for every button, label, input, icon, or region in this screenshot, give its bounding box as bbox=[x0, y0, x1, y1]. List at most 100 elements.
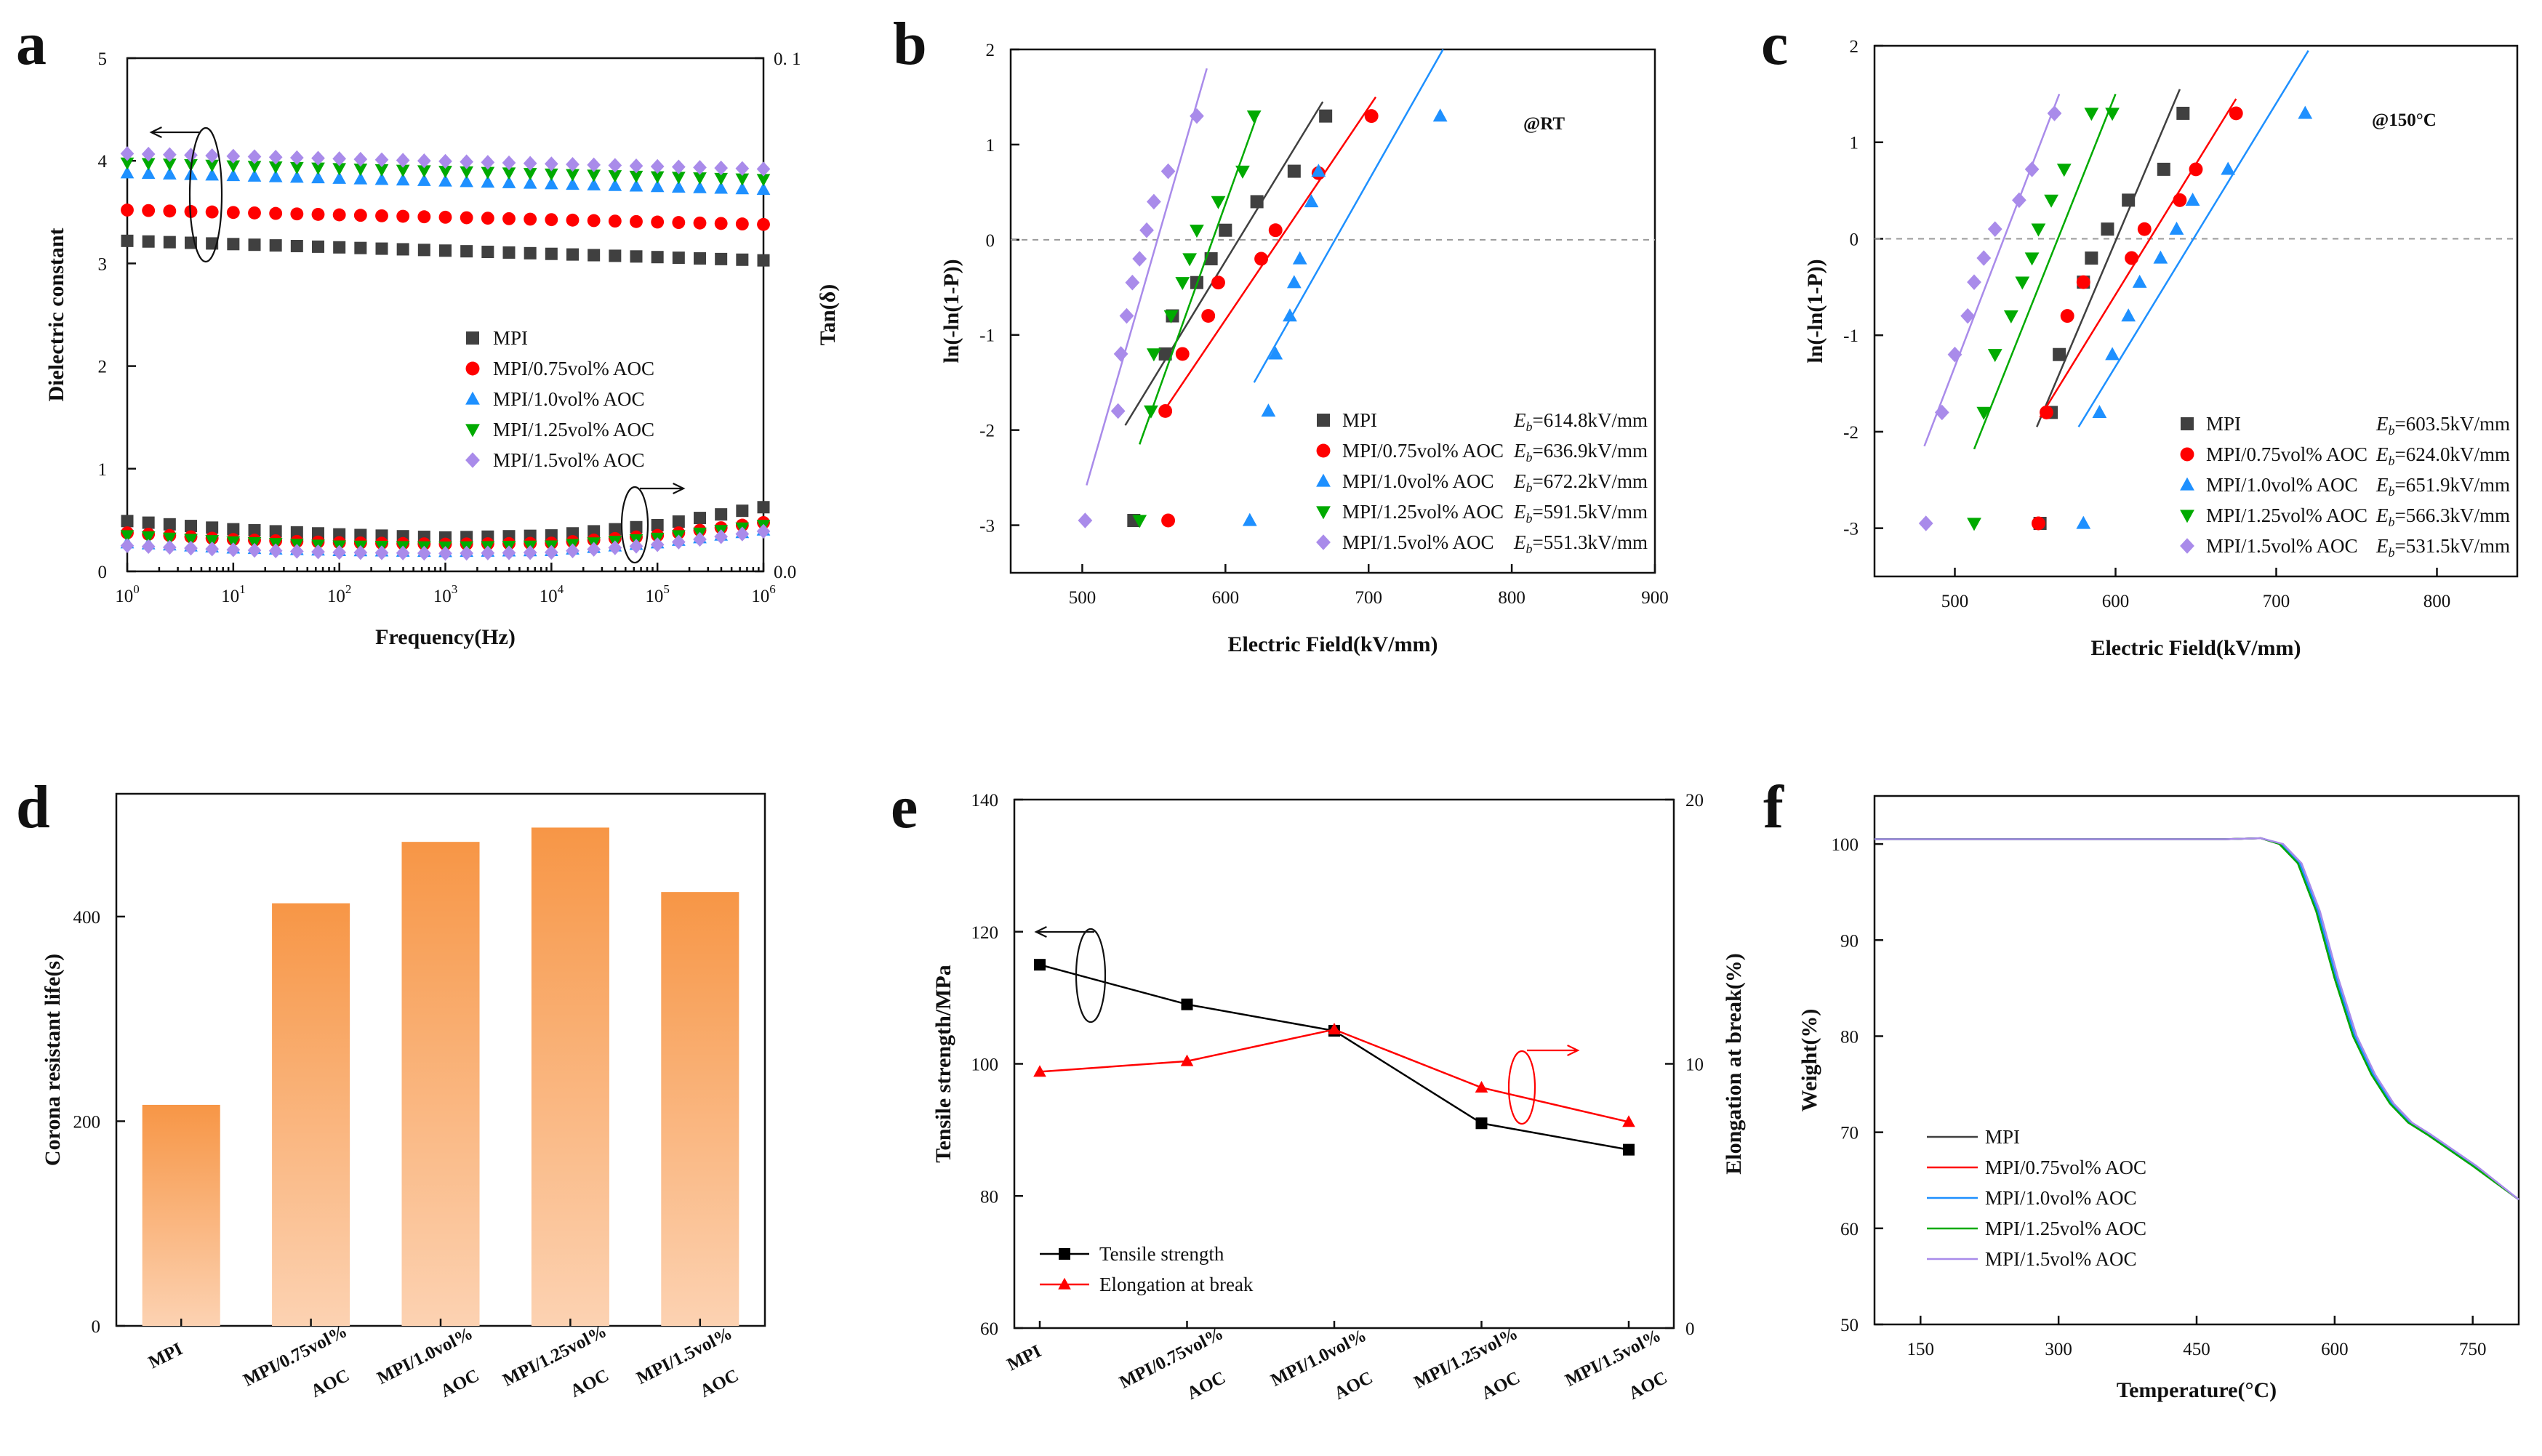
data-point bbox=[2132, 274, 2147, 288]
data-point bbox=[2060, 309, 2074, 323]
fit-line bbox=[1973, 93, 2117, 450]
data-point bbox=[121, 234, 134, 247]
data-point bbox=[1319, 109, 1333, 123]
data-point bbox=[1235, 165, 1250, 179]
data-point bbox=[2031, 516, 2045, 531]
legend-marker bbox=[1317, 414, 1330, 427]
panel-e: 60 80 100 120 140 0 10 20 Tensile strength/MPa El… bbox=[931, 791, 1746, 1404]
x-tick-label: 104 bbox=[540, 582, 564, 606]
data-point bbox=[460, 174, 474, 188]
data-point bbox=[693, 180, 707, 193]
fit-line bbox=[1124, 101, 1324, 426]
axis-indicator-ellipse bbox=[1507, 1050, 1536, 1125]
data-point bbox=[439, 244, 452, 257]
data-point bbox=[1139, 222, 1154, 238]
y-tick-label: 0 bbox=[98, 563, 108, 582]
plot-frame bbox=[1873, 44, 2519, 578]
data-point bbox=[609, 249, 622, 262]
legend-breakdown-strength: Eb=566.3kV/mm bbox=[2375, 504, 2510, 529]
data-point bbox=[630, 250, 643, 263]
data-point bbox=[481, 246, 494, 259]
data-point bbox=[1268, 346, 1283, 360]
legend-breakdown-strength: Eb=551.3kV/mm bbox=[1513, 531, 1648, 556]
data-point bbox=[248, 524, 261, 537]
data-point bbox=[2024, 161, 2040, 177]
x-axis-title: Electric Field(kV/mm) bbox=[1227, 632, 1438, 656]
data-point bbox=[353, 544, 368, 560]
y-tick-label: 60 bbox=[980, 1319, 998, 1339]
legend-marker bbox=[2180, 510, 2194, 523]
x-tick-label: 600 bbox=[2102, 592, 2130, 611]
data-point bbox=[2185, 193, 2200, 206]
data-point bbox=[205, 535, 220, 548]
data-point bbox=[693, 172, 707, 185]
data-point bbox=[141, 158, 156, 171]
data-point bbox=[1976, 406, 1992, 420]
series-4 bbox=[1078, 68, 1208, 528]
data-point bbox=[1182, 253, 1198, 267]
data-point bbox=[227, 523, 240, 536]
legend-label: MPI/1.5vol% AOC bbox=[2206, 535, 2358, 557]
x-tick-label: 750 bbox=[2459, 1340, 2487, 1359]
data-point bbox=[481, 175, 495, 188]
data-point bbox=[417, 545, 431, 561]
panel-letter-e: e bbox=[891, 773, 918, 841]
data-point bbox=[544, 177, 558, 190]
bar bbox=[401, 842, 480, 1326]
data-point bbox=[2012, 192, 2026, 209]
legend-label: MPI/1.25vol% AOC bbox=[493, 419, 654, 441]
data-point bbox=[1328, 1023, 1341, 1035]
data-point bbox=[247, 169, 262, 182]
data-point bbox=[2137, 222, 2152, 236]
data-point bbox=[630, 214, 643, 228]
y-tick-label: 120 bbox=[971, 923, 999, 943]
data-point bbox=[332, 151, 347, 166]
data-point bbox=[142, 204, 156, 217]
data-point bbox=[1132, 515, 1147, 528]
data-point bbox=[460, 166, 474, 179]
y-tick-label: -3 bbox=[979, 517, 995, 536]
data-point bbox=[502, 212, 516, 225]
data-point bbox=[1160, 163, 1176, 180]
y-tick-label: 1 bbox=[986, 136, 995, 156]
data-point bbox=[1125, 274, 1140, 291]
panel-letter-f: f bbox=[1763, 773, 1784, 841]
data-point bbox=[374, 152, 389, 167]
data-point bbox=[353, 209, 367, 222]
data-point bbox=[2031, 223, 2046, 237]
data-point bbox=[1158, 404, 1173, 418]
series-line bbox=[1875, 837, 2519, 1201]
data-point bbox=[269, 239, 282, 252]
data-point bbox=[290, 239, 303, 252]
y-tick-label: 5 bbox=[98, 49, 108, 69]
legend-label: MPI/0.75vol% AOC bbox=[2206, 443, 2367, 465]
data-point bbox=[1987, 349, 2002, 363]
data-point bbox=[205, 159, 220, 172]
data-point bbox=[248, 206, 261, 220]
data-point bbox=[396, 243, 409, 256]
data-point bbox=[608, 170, 622, 183]
data-point bbox=[396, 545, 410, 560]
y-tick-label: 70 bbox=[1840, 1124, 1859, 1143]
data-point bbox=[1283, 308, 1297, 322]
y-tick-label: 60 bbox=[1840, 1220, 1859, 1239]
data-point bbox=[481, 212, 494, 225]
data-point bbox=[629, 170, 643, 183]
data-point bbox=[756, 523, 771, 539]
data-point bbox=[332, 171, 347, 184]
legend-label: MPI/1.25vol% AOC bbox=[1985, 1218, 2146, 1239]
data-point bbox=[650, 171, 665, 184]
data-point bbox=[715, 508, 728, 521]
data-point bbox=[481, 166, 495, 180]
x-category-label: AOC bbox=[438, 1366, 483, 1401]
data-point bbox=[1250, 195, 1264, 209]
data-point bbox=[2221, 161, 2236, 175]
data-point bbox=[566, 169, 580, 182]
y-tick-label: 50 bbox=[1840, 1316, 1859, 1335]
y2-tick-label: 0.0 bbox=[774, 563, 796, 582]
data-point bbox=[629, 539, 643, 554]
data-point bbox=[2105, 108, 2120, 121]
data-point bbox=[1622, 1115, 1635, 1127]
x-tick-label: 106 bbox=[751, 582, 776, 606]
data-point bbox=[1190, 108, 1204, 124]
